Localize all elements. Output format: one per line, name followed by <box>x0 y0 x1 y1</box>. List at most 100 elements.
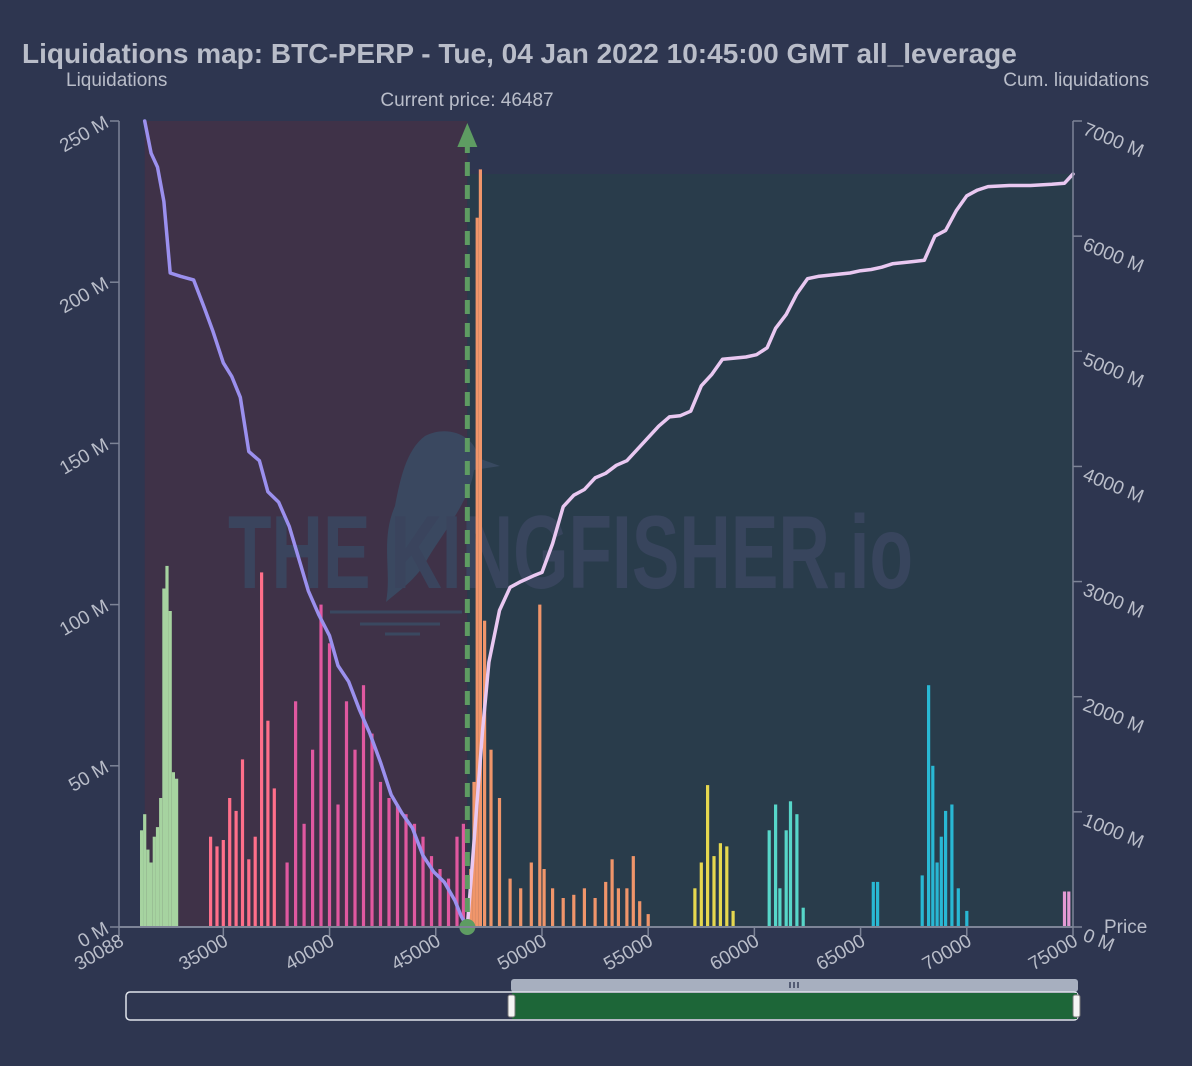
liquidation-bar <box>149 862 153 927</box>
scrollbar-grip-icon[interactable] <box>789 982 799 988</box>
liquidation-bar <box>931 765 935 927</box>
navigator-right-handle[interactable] <box>1072 994 1081 1018</box>
liquidation-bar <box>272 788 276 927</box>
liquidation-bar <box>950 804 954 927</box>
liquidation-bar <box>788 801 793 927</box>
liquidation-bar <box>876 881 880 927</box>
liquidation-bar <box>731 910 735 927</box>
liquidation-bar <box>404 814 408 927</box>
liquidation-bar <box>693 888 697 927</box>
range-navigator[interactable] <box>125 979 1081 1021</box>
liquidation-bar <box>168 611 172 927</box>
current-price-label: Current price: 46487 <box>380 90 553 111</box>
liquidation-bar <box>260 572 264 927</box>
liquidation-bar <box>302 823 306 927</box>
liquidation-bar <box>604 881 608 927</box>
liquidation-bar <box>631 856 635 927</box>
x-tick-label: 55000 <box>600 931 656 976</box>
x-tick-label: 40000 <box>282 931 338 976</box>
liquidation-bar <box>336 804 340 927</box>
liquidation-bar <box>561 898 565 927</box>
liquidation-bar <box>778 888 782 927</box>
liquidation-bar <box>927 685 931 927</box>
liquidation-bar <box>956 888 960 927</box>
liquidation-bar <box>344 701 349 927</box>
long-liquidations-area <box>467 173 1074 928</box>
x-tick-label: 50000 <box>494 931 550 976</box>
liquidation-bar <box>155 827 160 927</box>
liquidation-bar <box>253 836 257 927</box>
left-axis-label: Liquidations <box>66 70 167 91</box>
liquidation-bar <box>508 878 512 927</box>
liquidation-bar <box>920 875 924 927</box>
y-right-tick-label: 2000 M <box>1080 695 1147 738</box>
liquidation-bar <box>234 810 238 927</box>
navigator-selected-range[interactable] <box>512 993 1077 1019</box>
kingfisher-bird-logo <box>330 431 500 636</box>
liquidation-bar <box>421 836 425 927</box>
right-axis-label: Cum. liquidations <box>1003 70 1149 91</box>
liquidation-bar <box>266 720 270 927</box>
liquidation-bar <box>221 840 225 927</box>
liquidation-bar <box>542 869 546 927</box>
liquidation-bar <box>935 862 939 927</box>
y-right-tick-label: 5000 M <box>1080 349 1147 392</box>
cum-long-liquidations-line <box>465 172 1075 929</box>
cum-short-liquidations-line <box>142 119 470 929</box>
liquidation-bar <box>699 862 703 927</box>
liquidation-bar <box>165 565 169 927</box>
liquidation-bar <box>706 785 710 927</box>
liquidation-bar <box>327 643 332 927</box>
liquidation-bar <box>475 217 479 927</box>
liquidation-bar <box>795 814 799 927</box>
liquidation-bar <box>610 859 614 927</box>
y-left-tick-label: 150 M <box>56 435 112 480</box>
liquidation-bar <box>171 772 175 927</box>
watermark-text: THE KINGFISHER.io <box>228 495 913 611</box>
liquidation-bar <box>1067 891 1071 927</box>
x-tick-label: 45000 <box>388 931 444 976</box>
liquidation-bar <box>774 804 778 927</box>
liquidation-bar <box>572 894 576 927</box>
liquidation-bar <box>378 781 383 927</box>
liquidation-bar <box>412 823 417 927</box>
y-right-tick-label: 4000 M <box>1080 465 1147 508</box>
watermark: THE KINGFISHER.io <box>228 431 913 636</box>
y-right-tick-label: 1000 M <box>1080 810 1147 853</box>
liquidation-bar <box>646 914 650 927</box>
liquidation-bar <box>319 604 323 927</box>
liquidation-bar <box>784 830 788 927</box>
liquidation-bar <box>353 749 357 927</box>
liquidation-bar <box>370 733 374 927</box>
x-tick-label: 75000 <box>1025 931 1081 976</box>
y-left-tick-label: 100 M <box>56 596 112 641</box>
y-right-tick-label: 7000 M <box>1080 119 1147 162</box>
liquidation-bar <box>497 798 502 927</box>
liquidation-bar <box>616 888 620 927</box>
liquidation-bar <box>146 849 150 927</box>
liquidation-bar <box>638 901 642 927</box>
liquidation-bar <box>209 836 213 927</box>
liquidation-bar <box>461 823 465 927</box>
liquidation-bar <box>801 907 805 927</box>
y-left-tick-label: 250 M <box>56 112 112 157</box>
liquidation-bar <box>311 749 315 927</box>
liquidation-bar <box>140 830 144 927</box>
liquidation-bar <box>483 620 487 927</box>
liquidation-bar <box>162 588 166 927</box>
liquidation-bar <box>712 856 716 927</box>
x-tick-label: 70000 <box>919 931 975 976</box>
x-axis-label: Price <box>1104 917 1147 938</box>
liquidation-bar <box>489 749 493 927</box>
liquidation-bar <box>294 701 298 927</box>
liquidation-bar <box>175 778 179 927</box>
liquidation-bar <box>215 846 219 927</box>
current-price-arrow-icon <box>457 123 478 147</box>
liquidation-bar <box>538 604 542 927</box>
liquidation-bar <box>159 798 163 927</box>
liquidation-bar <box>529 862 533 927</box>
liquidation-bar <box>361 685 366 927</box>
liquidation-bar <box>871 881 875 927</box>
navigator-left-handle[interactable] <box>507 994 516 1018</box>
